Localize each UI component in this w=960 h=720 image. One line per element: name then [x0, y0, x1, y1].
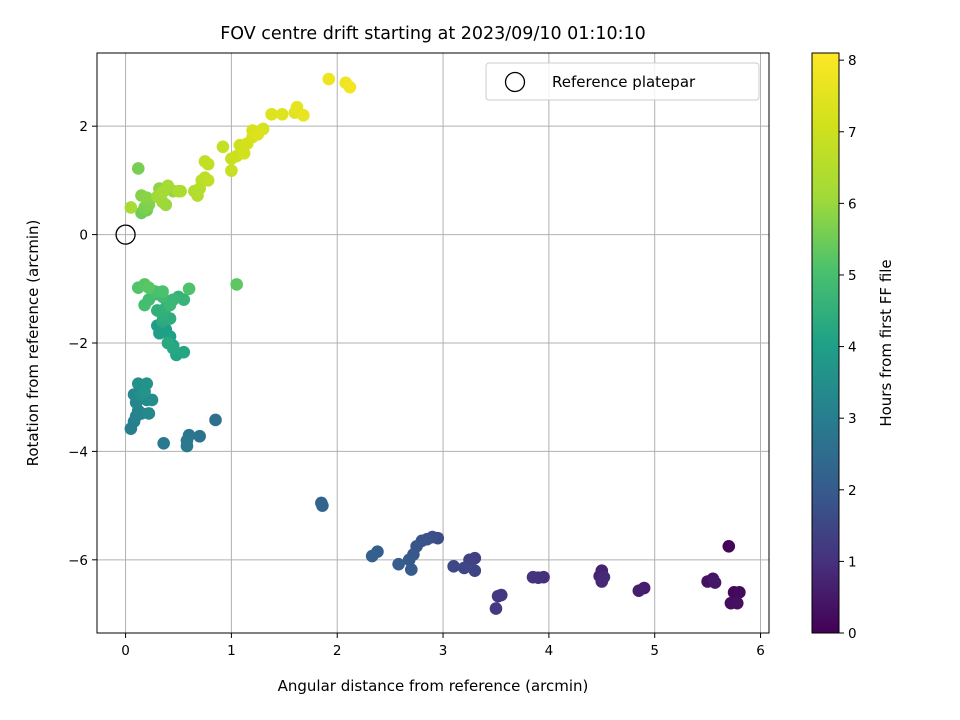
data-point [142, 407, 156, 420]
chart-title: FOV centre drift starting at 2023/09/10 … [220, 24, 646, 44]
data-point [177, 345, 191, 359]
grid-lines [97, 53, 769, 633]
data-point [182, 282, 196, 296]
data-point [730, 596, 744, 610]
x-tick-label: 1 [227, 643, 236, 659]
colorbar-tick-label: 3 [848, 411, 857, 427]
colorbar-tick-label: 1 [848, 554, 857, 570]
data-point [632, 584, 646, 598]
colorbar-tick-label: 5 [848, 268, 857, 284]
data-point [402, 553, 416, 567]
data-point [237, 146, 251, 160]
data-point [216, 140, 230, 154]
x-tick-label: 4 [545, 643, 554, 659]
y-tick-label: −6 [68, 553, 88, 569]
colorbar-tick-label: 7 [848, 125, 857, 141]
data-point [447, 560, 460, 573]
data-point [161, 179, 175, 193]
y-tick-label: −4 [68, 444, 88, 460]
reference-marker [115, 224, 136, 245]
data-point [201, 157, 215, 171]
data-point [275, 107, 289, 121]
colorbar-tick-label: 4 [848, 340, 857, 356]
data-point [491, 589, 505, 603]
data-point [297, 109, 310, 122]
data-point [733, 586, 746, 599]
legend-entry-reference: Reference platepar [552, 73, 696, 91]
data-point [708, 576, 722, 589]
data-point [156, 285, 169, 298]
data-point [161, 336, 175, 350]
data-point [193, 429, 206, 443]
y-tick-label: 2 [79, 119, 88, 135]
data-point [174, 184, 187, 198]
y-axis-ticks: −6 −4 −2 0 2 [68, 119, 97, 569]
data-point [138, 298, 151, 312]
data-point [468, 564, 482, 577]
colorbar-tick-label: 6 [848, 196, 857, 212]
data-point [145, 393, 159, 407]
y-tick-label: −2 [68, 336, 88, 352]
data-point [597, 570, 611, 584]
data-point [457, 561, 471, 575]
reference-point [115, 224, 136, 245]
data-point [124, 201, 138, 214]
data-point [225, 164, 238, 177]
legend-box [485, 62, 760, 101]
data-point [251, 128, 265, 141]
colorbar: 0 1 2 3 4 5 6 7 8 Hours from first FF file [811, 52, 895, 642]
x-tick-label: 6 [756, 643, 765, 659]
data-point [489, 602, 503, 615]
data-point [138, 385, 151, 399]
legend: Reference platepar [485, 62, 760, 101]
data-point [157, 436, 170, 450]
data-point [163, 298, 177, 312]
y-tick-label: 0 [79, 228, 88, 244]
data-point [209, 413, 222, 427]
data-point [142, 281, 156, 295]
x-tick-label: 2 [333, 643, 342, 659]
data-point [322, 72, 336, 86]
colorbar-tick-label: 8 [848, 53, 857, 69]
data-point [177, 293, 191, 306]
x-tick-label: 3 [439, 643, 448, 659]
data-point [343, 80, 357, 94]
data-point [405, 563, 418, 576]
data-point [316, 499, 329, 512]
data-point [265, 107, 278, 121]
colorbar-ticks: 0 1 2 3 4 5 6 7 8 [839, 53, 857, 642]
data-points [124, 72, 746, 615]
x-tick-label: 0 [121, 643, 130, 659]
data-point [180, 439, 194, 453]
data-point [140, 191, 154, 205]
colorbar-tick-label: 2 [848, 483, 857, 499]
colorbar-tick-label: 0 [848, 626, 857, 642]
y-axis-label: Rotation from reference (arcmin) [24, 220, 42, 467]
colorbar-label: Hours from first FF file [877, 259, 895, 426]
colorbar-gradient [811, 52, 840, 634]
data-point [131, 162, 145, 175]
x-axis-label: Angular distance from reference (arcmin) [278, 677, 589, 695]
legend-marker [504, 71, 526, 93]
data-point [722, 539, 736, 553]
data-point [392, 557, 405, 571]
x-axis-ticks: 0 1 2 3 4 5 6 [121, 633, 765, 659]
data-point [526, 570, 540, 584]
x-tick-label: 5 [650, 643, 659, 659]
data-point [230, 278, 243, 291]
data-point [201, 174, 215, 187]
data-point [365, 549, 379, 563]
